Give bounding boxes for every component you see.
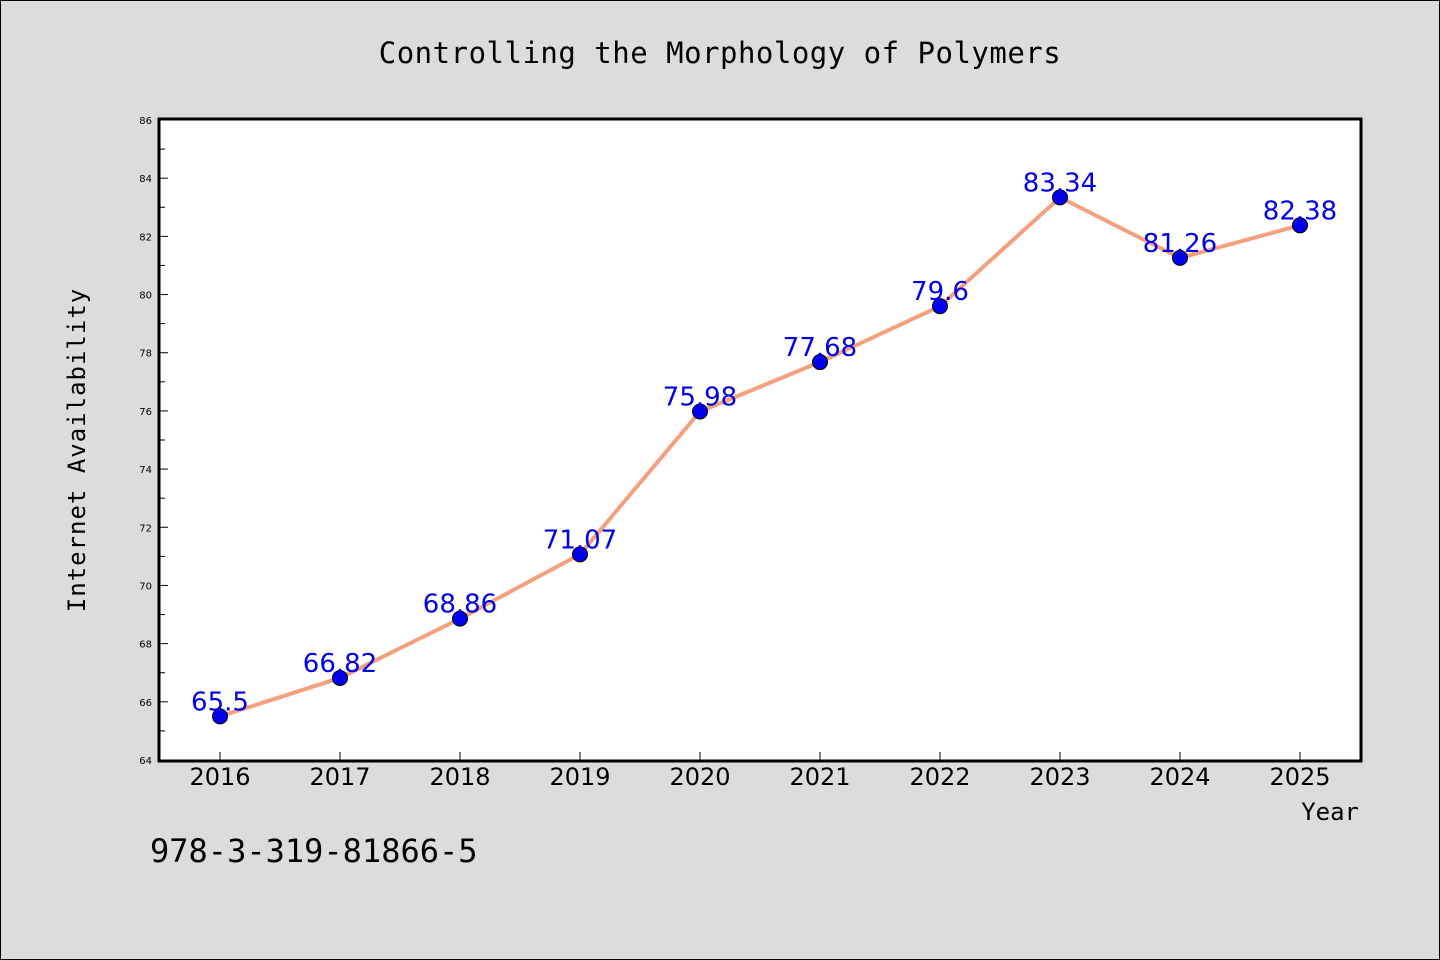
data-point [812, 354, 828, 371]
y-tick-label: 70 [139, 581, 152, 592]
series-group: 65.5 66.82 68.86 71.07 75.98 77.68 79.6 83.34 81… [191, 168, 1337, 725]
y-tick-label: 82 [139, 232, 152, 243]
y-tick-label: 84 [139, 174, 152, 185]
y-axis: 64 66 68 70 72 74 76 78 80 82 84 86 [139, 116, 168, 767]
data-label: 66.82 [303, 649, 377, 679]
y-tick-label: 72 [139, 523, 152, 534]
y-tick-label: 80 [139, 291, 152, 302]
x-tick-label: 2024 [1149, 763, 1210, 791]
x-tick-label: 2019 [549, 763, 610, 791]
data-label: 68.86 [423, 590, 497, 620]
data-label: 77.68 [783, 333, 857, 363]
y-tick-label: 86 [139, 116, 152, 127]
data-label: 82.38 [1263, 196, 1337, 226]
y-tick-label: 68 [139, 640, 152, 651]
data-point [452, 610, 468, 627]
x-tick-label: 2025 [1269, 763, 1330, 791]
x-axis: 2016 2017 2018 2019 2020 2021 2022 2023 2024 2025 [189, 752, 1331, 791]
data-label: 71.07 [543, 525, 617, 555]
data-label: 65.5 [191, 687, 249, 717]
data-point [332, 669, 348, 686]
x-tick-label: 2020 [669, 763, 730, 791]
data-point [692, 403, 708, 420]
series-line [219, 195, 1301, 719]
data-point [1292, 217, 1308, 234]
data-label: 79.6 [911, 277, 969, 307]
x-tick-label: 2022 [909, 763, 970, 791]
x-tick-label: 2016 [189, 763, 250, 791]
data-point [1172, 249, 1188, 266]
x-tick-label: 2021 [789, 763, 850, 791]
y-tick-label: 78 [139, 349, 152, 360]
plot-area [157, 117, 1363, 763]
data-label: 75.98 [663, 382, 737, 412]
data-label: 81.26 [1143, 229, 1217, 259]
y-axis-label: Internet Availability [63, 288, 91, 612]
isbn-note: 978-3-319-81866-5 [150, 832, 478, 870]
x-tick-label: 2023 [1029, 763, 1090, 791]
chart-title: Controlling the Morphology of Polymers [379, 36, 1061, 70]
data-point [1052, 189, 1068, 206]
y-tick-label: 74 [139, 465, 152, 476]
x-tick-label: 2018 [429, 763, 490, 791]
y-tick-label: 64 [139, 756, 152, 767]
data-point [572, 546, 588, 563]
x-axis-label: Year [1301, 798, 1359, 826]
y-tick-label: 66 [139, 698, 152, 709]
data-point [932, 298, 948, 315]
data-label: 83.34 [1023, 168, 1097, 198]
data-point [212, 708, 228, 725]
y-tick-label: 76 [139, 407, 152, 418]
x-tick-label: 2017 [309, 763, 370, 791]
